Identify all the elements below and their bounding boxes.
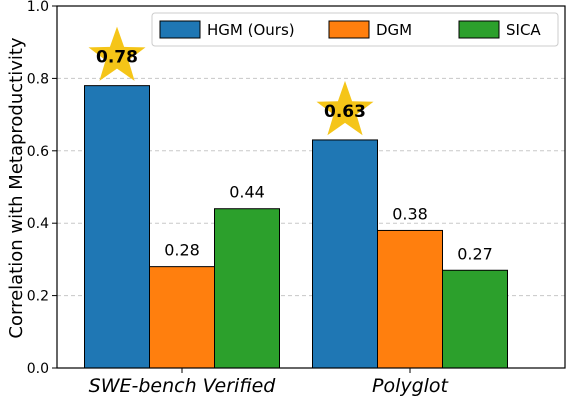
star-icon xyxy=(88,26,146,81)
y-axis-ticks: 0.0 0.2 0.4 0.6 0.8 1.0 xyxy=(27,0,57,377)
data-label: 0.38 xyxy=(392,204,428,223)
bar xyxy=(312,139,378,369)
bar xyxy=(214,208,280,369)
bar xyxy=(442,269,508,369)
data-label: 0.44 xyxy=(229,183,265,202)
data-label: 0.63 xyxy=(324,102,366,122)
data-label: 0.28 xyxy=(164,241,200,260)
legend-label: SICA xyxy=(506,21,541,39)
y-tick-label: 0.6 xyxy=(27,144,49,160)
legend-swatch xyxy=(458,20,500,39)
y-tick-label: 0.2 xyxy=(27,289,49,305)
y-axis-label: Correlation with Metaproductivity xyxy=(6,37,27,339)
bar xyxy=(84,85,150,369)
bars: 0.78 0.28 0.44 0.63 0.38 0.27 xyxy=(84,26,508,369)
legend-swatch xyxy=(328,20,370,39)
plot-frame xyxy=(56,5,566,369)
legend-swatch xyxy=(159,20,201,39)
bar xyxy=(377,229,443,369)
star-icon xyxy=(316,80,374,136)
legend-label: HGM (Ours) xyxy=(207,21,295,39)
data-label: 0.78 xyxy=(96,48,138,68)
x-tick-label: SWE-bench Verified xyxy=(89,375,277,397)
bar xyxy=(149,266,215,369)
x-tick-label: Polyglot xyxy=(372,375,450,397)
y-tick-label: 1.0 xyxy=(27,0,49,15)
legend-label: DGM xyxy=(376,21,412,39)
y-tick-label: 0.0 xyxy=(27,361,49,377)
data-label: 0.27 xyxy=(457,244,493,263)
x-axis-ticks: SWE-bench Verified Polyglot xyxy=(89,368,450,397)
legend: HGM (Ours) DGM SICA xyxy=(151,12,559,47)
y-tick-label: 0.8 xyxy=(27,71,49,87)
y-tick-label: 0.4 xyxy=(27,216,49,232)
